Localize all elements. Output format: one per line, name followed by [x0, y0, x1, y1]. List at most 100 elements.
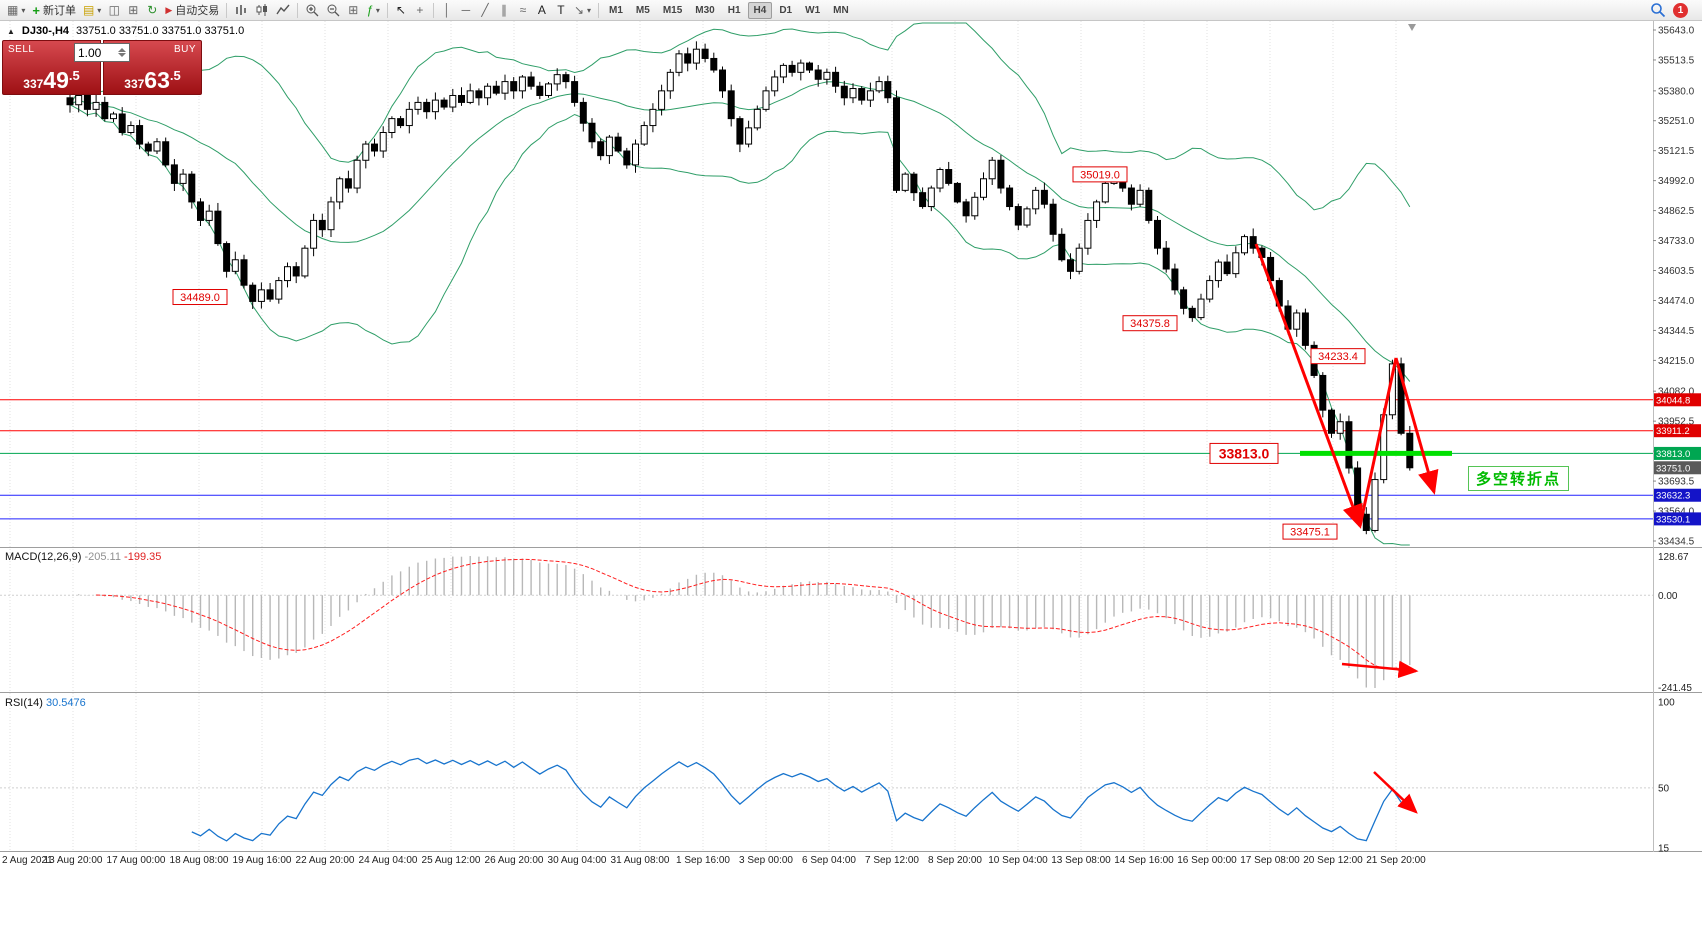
svg-text:34992.0: 34992.0 [1658, 176, 1695, 187]
svg-text:34215.0: 34215.0 [1658, 356, 1695, 367]
macd-panel: 128.67 0.00 -241.45 [0, 552, 1692, 694]
zoom-in-button[interactable] [302, 1, 322, 19]
svg-text:6 Sep 04:00: 6 Sep 04:00 [802, 855, 856, 866]
auto-trading-label: 自动交易 [175, 5, 220, 17]
line-chart-type-button[interactable] [273, 1, 293, 19]
timeframe-d1[interactable]: D1 [779, 4, 793, 16]
timeframe-m15[interactable]: M15 [662, 4, 683, 16]
crosshair-button[interactable]: + [411, 1, 429, 19]
trendline-tool[interactable]: ╱ [476, 1, 494, 19]
new-chart-button[interactable]: ▦ ▾ [4, 1, 28, 19]
horizontal-level-lines[interactable] [0, 399, 1653, 520]
buy-price: 33763.5 [124, 67, 181, 93]
macd-name: MACD(12,26,9) [5, 551, 82, 563]
candlestick-icon [256, 4, 268, 16]
annotation-turning-point[interactable]: 多空转折点 [1468, 466, 1570, 491]
tile-icon: ⊞ [128, 3, 139, 17]
price-tag [1654, 446, 1701, 460]
svg-text:16 Sep 00:00: 16 Sep 00:00 [1177, 855, 1237, 866]
auto-trading-button[interactable]: ▶ 自动交易 [162, 1, 222, 19]
svg-text:30 Aug 04:00: 30 Aug 04:00 [548, 855, 607, 866]
indicators-button[interactable]: ƒ ▾ [363, 1, 383, 19]
price-callout-box[interactable] [1282, 523, 1338, 540]
spin-down-icon[interactable] [118, 53, 126, 57]
svg-text:35380.0: 35380.0 [1658, 86, 1695, 97]
vertical-line-tool[interactable]: │ [438, 1, 456, 19]
svg-text:33693.5: 33693.5 [1658, 477, 1695, 488]
svg-text:33911.2: 33911.2 [1656, 426, 1690, 437]
chart-shift-marker[interactable] [1408, 24, 1416, 31]
text-tool[interactable]: A [533, 1, 551, 19]
macd-arrow[interactable] [1341, 660, 1419, 679]
arrows-tool[interactable]: ↘ ▾ [571, 1, 594, 19]
trend-arrow[interactable] [1358, 357, 1398, 527]
price-callout-box[interactable] [1072, 166, 1128, 183]
tile-windows-button[interactable]: ⊞ [124, 1, 142, 19]
volume-spinner[interactable] [118, 48, 126, 57]
channel-icon: ∥ [500, 3, 507, 17]
plus-icon: + [32, 2, 40, 18]
grid-icon: ⊞ [348, 3, 359, 17]
svg-text:13 Sep 08:00: 13 Sep 08:00 [1051, 855, 1111, 866]
channel-tool[interactable]: ∥ [495, 1, 513, 19]
windows-button[interactable]: ◫ [105, 1, 123, 19]
toolbar-separator [432, 2, 434, 18]
text-icon: A [537, 3, 546, 17]
price-callout-box[interactable] [172, 289, 228, 306]
svg-text:31 Aug 08:00: 31 Aug 08:00 [611, 855, 670, 866]
toolbar-separator [226, 2, 228, 18]
timeframe-mn[interactable]: MN [833, 4, 849, 16]
svg-text:26 Aug 20:00: 26 Aug 20:00 [485, 855, 544, 866]
refresh-button[interactable]: ↻ [143, 1, 161, 19]
windows-icon: ◫ [108, 3, 120, 17]
svg-text:34044.8: 34044.8 [1656, 395, 1690, 406]
svg-text:35513.5: 35513.5 [1658, 55, 1695, 66]
zoom-out-button[interactable] [323, 1, 343, 19]
svg-text:25 Aug 12:00: 25 Aug 12:00 [422, 855, 481, 866]
timeframe-h4[interactable]: H4 [747, 1, 773, 19]
timeframe-h1[interactable]: H1 [727, 4, 741, 16]
timeframe-m5[interactable]: M5 [635, 4, 650, 16]
trend-arrow[interactable] [1394, 357, 1439, 495]
vertical-line-icon: │ [443, 3, 451, 17]
horizontal-line-tool[interactable]: ─ [457, 1, 475, 19]
timeframe-m1[interactable]: M1 [609, 4, 623, 16]
svg-text:35251.0: 35251.0 [1658, 116, 1695, 127]
rsi-arrow[interactable] [1373, 771, 1418, 814]
svg-text:128.67: 128.67 [1658, 552, 1689, 563]
svg-text:17 Sep 08:00: 17 Sep 08:00 [1240, 855, 1300, 866]
one-click-toggle-icon[interactable]: ▲ [7, 26, 15, 36]
price-callout-box[interactable] [1209, 442, 1279, 464]
trend-arrow[interactable] [1254, 243, 1363, 529]
price-callout-box[interactable] [1310, 348, 1366, 365]
svg-text:3 Sep 00:00: 3 Sep 00:00 [739, 855, 793, 866]
price-callout-box[interactable] [1122, 315, 1178, 332]
profiles-icon: ▤ [82, 3, 95, 17]
grid-button[interactable]: ⊞ [344, 1, 362, 19]
svg-text:20 Sep 12:00: 20 Sep 12:00 [1303, 855, 1363, 866]
svg-text:34603.5: 34603.5 [1658, 266, 1695, 277]
toolbar-separator [297, 2, 299, 18]
profiles-button[interactable]: ▤ ▾ [80, 1, 104, 19]
spin-up-icon[interactable] [118, 48, 126, 52]
indicators-icon: ƒ [366, 3, 373, 17]
notification-badge[interactable]: 1 [1673, 2, 1688, 18]
rsi-panel: 100 50 15 [0, 698, 1675, 855]
volume-input[interactable]: 1.00 [74, 43, 130, 62]
cursor-button[interactable]: ↖ [392, 1, 410, 19]
svg-text:35643.0: 35643.0 [1658, 26, 1695, 37]
search-icon[interactable] [1650, 2, 1666, 18]
candle-chart-type-button[interactable] [252, 1, 272, 19]
fibonacci-tool[interactable]: ≈ [514, 1, 532, 19]
volume-value: 1.00 [78, 45, 102, 60]
rsi-label: RSI(14) 30.5476 [5, 697, 86, 709]
line-chart-icon [276, 4, 290, 15]
label-tool[interactable]: T [552, 1, 570, 19]
svg-text:34344.5: 34344.5 [1658, 326, 1695, 337]
new-order-button[interactable]: + 新订单 [29, 1, 79, 19]
sell-label: SELL [8, 44, 35, 55]
timeframe-w1[interactable]: W1 [805, 4, 821, 16]
bar-chart-type-button[interactable] [231, 1, 251, 19]
timeframe-m30[interactable]: M30 [695, 4, 715, 16]
